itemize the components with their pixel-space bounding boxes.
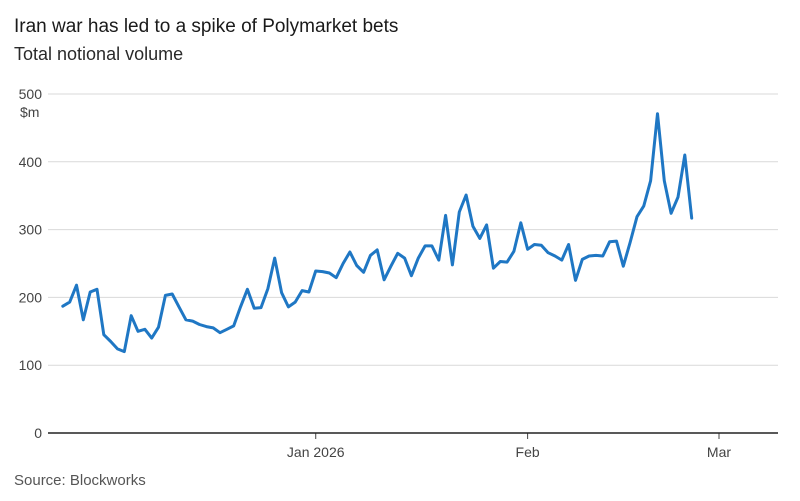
- gridlines: [48, 93, 778, 366]
- x-tick-label: Feb: [516, 444, 540, 460]
- y-tick-label: 300: [19, 222, 43, 238]
- chart-title: Iran war has led to a spike of Polymarke…: [14, 16, 399, 37]
- chart-subtitle: Total notional volume: [14, 44, 184, 64]
- y-tick-label: 200: [19, 289, 43, 305]
- y-tick-label: 100: [19, 357, 43, 373]
- source-note: Source: Blockworks: [14, 472, 146, 489]
- y-tick-label: 400: [19, 154, 43, 170]
- y-axis-unit-label: $m: [20, 104, 39, 120]
- x-tick-label: Jan 2026: [287, 444, 345, 460]
- y-axis-ticks: 0 100 200 300 400 500: [19, 86, 43, 441]
- y-tick-label: 500: [19, 86, 43, 102]
- x-axis-ticks: Jan 2026 Feb Mar: [287, 433, 731, 460]
- y-tick-label: 0: [34, 425, 42, 441]
- x-tick-label: Mar: [707, 444, 731, 460]
- series-line: [61, 112, 694, 354]
